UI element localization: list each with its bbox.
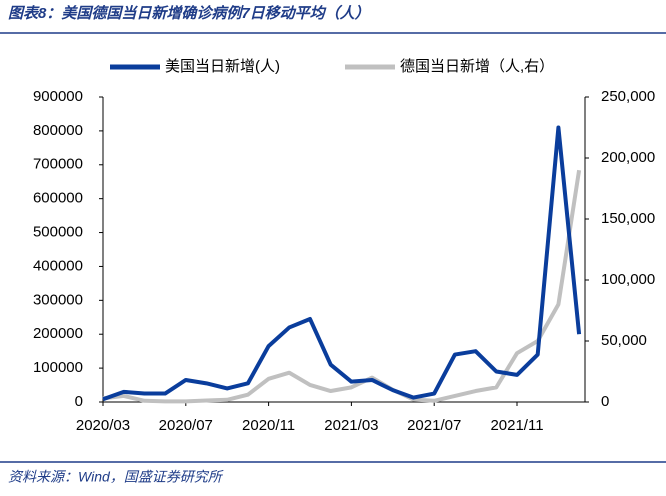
series-line [102, 169, 582, 404]
source: 资料来源：Wind，国盛证券研究所 [8, 469, 224, 485]
legend-label: 美国当日新增(人) [165, 58, 280, 75]
series-line [102, 125, 582, 402]
y2-tick-label: 200,000 [601, 149, 655, 166]
y2-tick-label: 50,000 [601, 332, 647, 349]
y-tick-label: 500000 [33, 224, 83, 241]
x-tick-label: 2021/03 [324, 417, 378, 434]
y-tick-label: 600000 [33, 190, 83, 207]
legend-label: 德国当日新增（人,右） [400, 57, 554, 75]
y-tick-label: 300000 [33, 291, 83, 308]
y-tick-label: 900000 [33, 88, 83, 105]
chart-title: 图表8：美国德国当日新增确诊病例7日移动平均（人） [8, 4, 370, 22]
y2-tick-label: 250,000 [601, 88, 655, 105]
y-tick-label: 200000 [33, 325, 83, 342]
x-tick-label: 2021/11 [490, 417, 543, 434]
x-tick-label: 2020/03 [76, 417, 130, 434]
x-tick-label: 2021/07 [407, 417, 461, 434]
x-tick-label: 2020/11 [242, 417, 295, 434]
y-tick-label: 400000 [33, 257, 83, 274]
y-tick-label: 800000 [33, 122, 83, 139]
y2-tick-label: 150,000 [601, 210, 655, 227]
y-tick-label: 100000 [33, 359, 83, 376]
y2-tick-label: 0 [601, 393, 609, 410]
y-tick-label: 0 [75, 393, 83, 410]
x-tick-label: 2020/07 [159, 417, 213, 434]
y-tick-label: 700000 [33, 156, 83, 173]
y2-tick-label: 100,000 [601, 271, 655, 288]
